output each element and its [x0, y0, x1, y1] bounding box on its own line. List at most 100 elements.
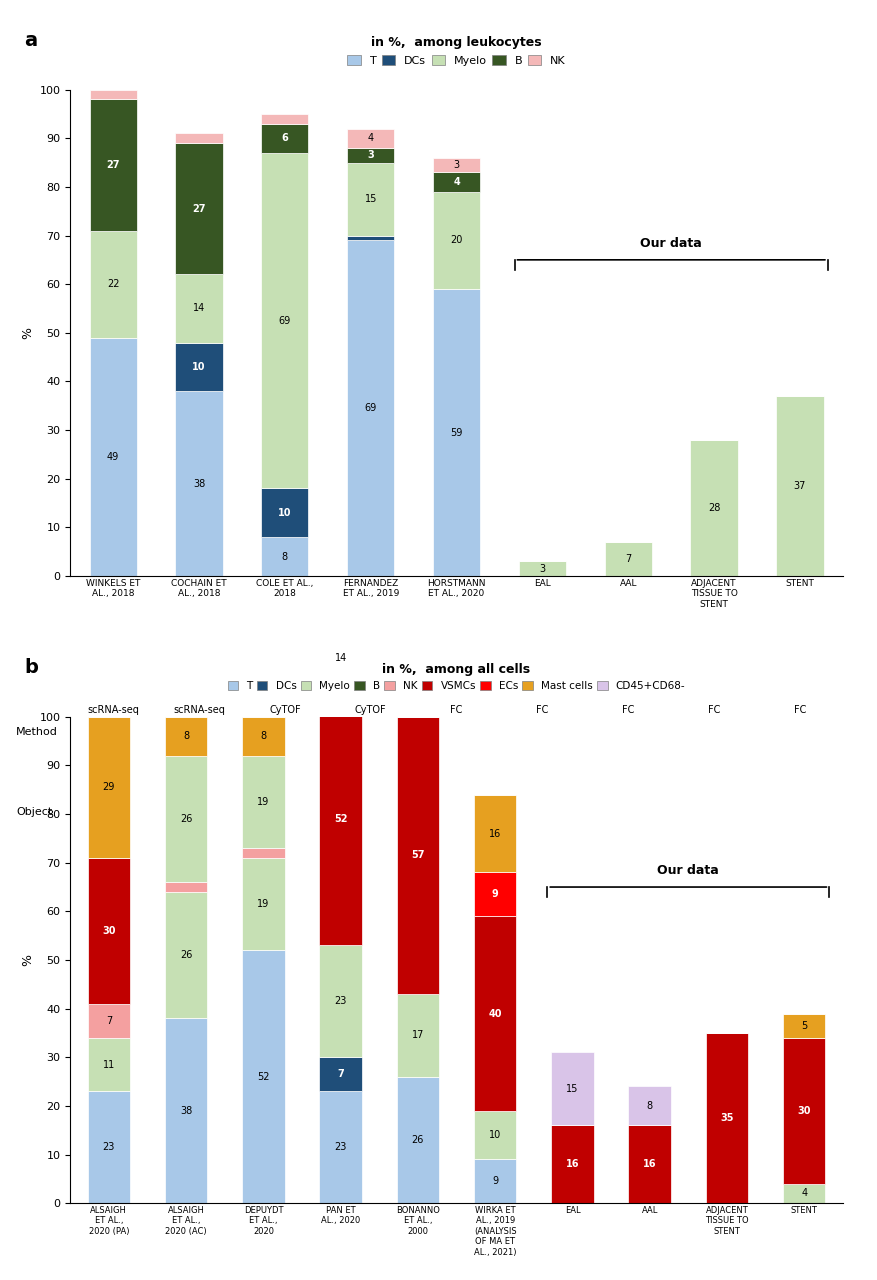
- Bar: [775, 396, 823, 576]
- Bar: [165, 1019, 207, 1203]
- Text: FC: FC: [622, 705, 634, 716]
- Bar: [88, 717, 130, 858]
- Text: Aortic atherosclerotic plaques: Aortic atherosclerotic plaques: [126, 771, 272, 781]
- Text: Object: Object: [16, 808, 53, 817]
- Bar: [261, 538, 308, 576]
- Text: 8: 8: [282, 552, 288, 562]
- Text: 4: 4: [453, 177, 460, 187]
- Text: 19: 19: [257, 899, 269, 909]
- Text: scRNA-seq: scRNA-seq: [173, 705, 225, 716]
- Bar: [518, 562, 566, 576]
- Bar: [88, 1038, 130, 1092]
- Bar: [319, 625, 361, 692]
- Text: 14: 14: [334, 653, 346, 663]
- Text: 30: 30: [102, 925, 116, 936]
- Text: 5: 5: [800, 1020, 807, 1030]
- Bar: [432, 157, 480, 173]
- Text: 52: 52: [333, 814, 347, 824]
- Text: 4: 4: [801, 1188, 806, 1198]
- Bar: [175, 133, 223, 143]
- Text: 49: 49: [107, 452, 119, 462]
- Bar: [242, 717, 284, 755]
- Text: 52: 52: [257, 1071, 269, 1082]
- Text: 10: 10: [278, 508, 291, 518]
- Text: 40: 40: [488, 1009, 502, 1019]
- Bar: [782, 1014, 824, 1038]
- Bar: [432, 192, 480, 289]
- Text: 57: 57: [410, 850, 424, 860]
- Text: 10: 10: [192, 362, 205, 372]
- Text: 15: 15: [566, 1084, 578, 1094]
- Text: 7: 7: [337, 1069, 344, 1079]
- Bar: [396, 717, 438, 995]
- Bar: [474, 1111, 516, 1160]
- Text: FC: FC: [707, 705, 719, 716]
- Bar: [474, 1160, 516, 1203]
- Bar: [242, 950, 284, 1203]
- Bar: [242, 755, 284, 849]
- Text: 26: 26: [411, 1135, 424, 1146]
- Bar: [628, 1125, 670, 1203]
- Text: 16: 16: [565, 1160, 579, 1170]
- Text: 3: 3: [538, 563, 545, 573]
- Bar: [165, 892, 207, 1019]
- Bar: [242, 858, 284, 950]
- Text: 38: 38: [180, 1106, 192, 1116]
- Text: Coronary arteries: Coronary arteries: [628, 771, 713, 781]
- Bar: [319, 946, 361, 1057]
- Bar: [261, 124, 308, 152]
- Text: 8: 8: [646, 1101, 652, 1111]
- Bar: [88, 1092, 130, 1203]
- Text: 7: 7: [105, 1016, 112, 1025]
- Bar: [474, 916, 516, 1111]
- Text: 15: 15: [364, 195, 376, 204]
- Text: Our data: Our data: [657, 864, 718, 877]
- Text: 38: 38: [193, 479, 205, 489]
- Bar: [261, 152, 308, 489]
- Text: 4: 4: [367, 133, 374, 143]
- Bar: [474, 873, 516, 916]
- Bar: [165, 717, 207, 755]
- Text: 29: 29: [103, 782, 115, 792]
- Bar: [88, 1004, 130, 1038]
- Bar: [319, 1092, 361, 1203]
- Text: 17: 17: [411, 1030, 424, 1041]
- Y-axis label: %: %: [21, 954, 34, 966]
- Text: 27: 27: [192, 204, 205, 214]
- Text: 3: 3: [453, 160, 459, 170]
- Bar: [432, 289, 480, 576]
- Bar: [319, 692, 361, 946]
- Bar: [175, 343, 223, 392]
- Bar: [89, 90, 137, 100]
- Legend: T, DCs, Myelo, B, NK, VSMCs, ECs, Mast cells, CD45+CD68-: T, DCs, Myelo, B, NK, VSMCs, ECs, Mast c…: [224, 659, 688, 695]
- Text: Human: Human: [565, 849, 605, 859]
- Bar: [165, 755, 207, 882]
- Bar: [89, 230, 137, 338]
- Text: 23: 23: [334, 1142, 346, 1152]
- Bar: [346, 236, 394, 241]
- Text: scRNA-seq: scRNA-seq: [87, 705, 139, 716]
- Text: 9: 9: [491, 890, 498, 900]
- Bar: [89, 100, 137, 230]
- Text: 16: 16: [488, 828, 501, 838]
- Text: 8: 8: [183, 731, 189, 741]
- Bar: [551, 1052, 593, 1125]
- Text: FC: FC: [536, 705, 548, 716]
- Text: 7: 7: [624, 554, 631, 564]
- Text: 23: 23: [103, 1142, 115, 1152]
- Text: 9: 9: [492, 1176, 497, 1187]
- Bar: [474, 795, 516, 873]
- Bar: [88, 858, 130, 1004]
- Text: 35: 35: [719, 1114, 733, 1123]
- Bar: [782, 1038, 824, 1184]
- Bar: [346, 128, 394, 148]
- Text: CyTOF: CyTOF: [354, 705, 386, 716]
- Bar: [175, 143, 223, 274]
- Bar: [89, 338, 137, 576]
- Text: 28: 28: [707, 503, 719, 513]
- Bar: [604, 541, 651, 576]
- Text: 26: 26: [180, 814, 192, 824]
- Bar: [782, 1184, 824, 1203]
- Text: 37: 37: [793, 481, 805, 492]
- Text: 6: 6: [282, 133, 288, 143]
